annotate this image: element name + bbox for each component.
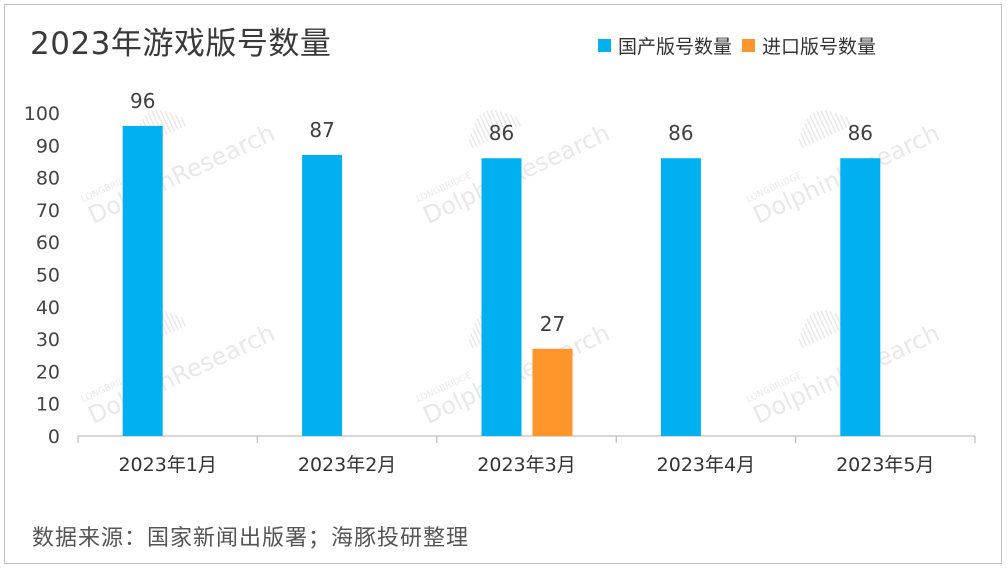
watermark-stroke: [812, 312, 826, 339]
watermark-stroke: [820, 309, 833, 335]
data-label: 86: [848, 121, 873, 145]
x-tick-label: 2023年2月: [298, 454, 396, 476]
watermark-stroke: [490, 109, 503, 135]
y-tick-label: 40: [36, 297, 60, 319]
watermark-stroke: [499, 110, 511, 132]
watermark-stroke: [468, 338, 474, 349]
source-note: 数据来源：国家新闻出版署；海豚投研整理: [32, 526, 470, 551]
watermark-stroke: [800, 133, 808, 147]
watermark-stroke: [806, 118, 819, 142]
data-label: 27: [540, 312, 565, 336]
watermark-stroke: [845, 116, 851, 127]
x-tick-label: 2023年4月: [657, 454, 755, 476]
watermark-stroke: [824, 310, 837, 334]
y-tick-label: 70: [36, 200, 60, 222]
bar-domestic: [660, 158, 701, 436]
legend-item-domestic: 国产版号数量: [598, 32, 732, 59]
watermark-stroke: [812, 112, 826, 139]
watermark-stroke: [155, 109, 168, 135]
watermark-stroke: [800, 333, 808, 347]
chart-legend: 国产版号数量 进口版号数量: [598, 32, 886, 59]
watermark-stroke: [829, 310, 841, 332]
watermark-stroke: [174, 314, 183, 329]
watermark-stroke: [476, 118, 489, 142]
watermark-stroke: [180, 316, 186, 327]
watermark-stroke: [804, 322, 815, 344]
watermark-stroke: [164, 110, 176, 132]
watermark-stroke: [494, 110, 507, 134]
x-tick-label: 2023年5月: [836, 454, 934, 476]
y-tick-label: 100: [24, 103, 60, 125]
watermark-stroke: [824, 110, 837, 134]
y-tick-label: 80: [36, 168, 60, 190]
watermark-stroke: [474, 122, 485, 144]
watermark-name: DolphinResearch: [84, 319, 279, 430]
watermark-stroke: [820, 109, 833, 135]
watermark-stroke: [468, 138, 474, 149]
watermark-stroke: [470, 333, 478, 347]
bar-domestic: [481, 158, 522, 436]
x-tick-label: 2023年3月: [477, 454, 575, 476]
data-label: 86: [668, 121, 693, 145]
y-tick-label: 60: [36, 232, 60, 254]
y-tick-label: 30: [36, 329, 60, 351]
legend-item-imported: 进口版号数量: [742, 32, 876, 59]
bar-domestic: [122, 125, 163, 437]
watermark-stroke: [798, 138, 804, 149]
data-label: 87: [309, 118, 334, 142]
watermark-stroke: [804, 122, 815, 144]
watermark-stroke: [801, 327, 812, 345]
watermark-stroke: [169, 312, 179, 330]
watermark-stroke: [479, 114, 492, 140]
legend-label-domestic: 国产版号数量: [618, 36, 733, 58]
watermark-stroke: [471, 327, 482, 345]
watermark-stroke: [806, 318, 819, 342]
legend-swatch-imported: [742, 39, 756, 52]
watermark-stroke: [159, 110, 172, 134]
watermark-stroke: [169, 112, 179, 130]
watermark-stroke: [839, 114, 848, 129]
watermark-stroke: [801, 127, 812, 145]
watermark-stroke: [816, 110, 830, 137]
watermark-stroke: [809, 314, 822, 340]
watermark-stroke: [504, 112, 514, 130]
watermark-stroke: [486, 110, 500, 137]
x-tick-label: 2023年1月: [118, 454, 216, 476]
watermark-stroke: [829, 110, 841, 132]
watermark-stroke: [470, 133, 478, 147]
legend-swatch-domestic: [598, 39, 611, 52]
watermark-stroke: [809, 114, 822, 140]
data-label: 86: [489, 121, 514, 145]
watermark-stroke: [816, 310, 830, 337]
y-tick-label: 10: [36, 394, 60, 416]
watermark-stroke: [174, 114, 183, 129]
watermark-stroke: [471, 127, 482, 145]
watermark-name: DolphinResearch: [84, 119, 279, 230]
bar-domestic: [302, 154, 343, 437]
watermark-stroke: [180, 116, 186, 127]
watermark-stroke: [482, 112, 496, 139]
legend-label-imported: 进口版号数量: [762, 36, 877, 58]
watermark-stroke: [509, 114, 518, 129]
watermark-stroke: [834, 112, 844, 130]
watermark-stroke: [164, 310, 176, 332]
bar-domestic: [840, 158, 881, 436]
bar-imported: [532, 348, 573, 436]
data-label: 96: [130, 89, 155, 113]
chart-title: 2023年游戏版号数量: [30, 26, 332, 62]
watermark-stroke: [798, 338, 804, 349]
y-tick-label: 50: [36, 265, 60, 287]
watermark-stroke: [515, 116, 521, 127]
y-tick-label: 90: [36, 135, 60, 157]
y-tick-label: 20: [36, 361, 60, 383]
y-tick-label: 0: [48, 426, 60, 448]
